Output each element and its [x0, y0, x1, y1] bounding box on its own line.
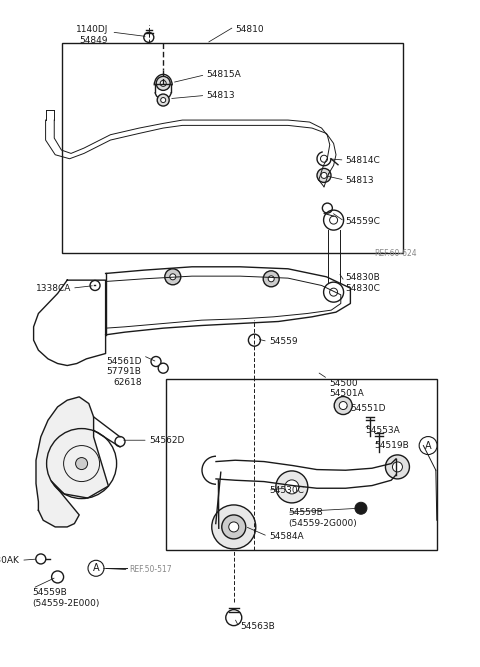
Text: 1338CA: 1338CA	[36, 283, 71, 293]
Bar	[62, 43, 403, 253]
Circle shape	[285, 480, 299, 494]
Circle shape	[249, 334, 260, 346]
Circle shape	[222, 515, 246, 539]
Text: 54815A: 54815A	[206, 70, 241, 79]
Text: 54813: 54813	[346, 175, 374, 185]
Text: 54551D: 54551D	[350, 404, 386, 413]
Polygon shape	[36, 397, 108, 527]
Text: 54553A: 54553A	[365, 426, 399, 435]
Text: 54500
54501A: 54500 54501A	[329, 379, 363, 398]
Text: 54559C: 54559C	[346, 217, 381, 226]
Bar	[166, 379, 437, 550]
Circle shape	[170, 274, 176, 279]
Text: 54519B: 54519B	[374, 441, 409, 450]
Circle shape	[144, 33, 154, 42]
Circle shape	[158, 364, 168, 373]
Text: 54562D: 54562D	[149, 436, 184, 445]
Circle shape	[212, 505, 256, 549]
Text: 54810: 54810	[235, 25, 264, 34]
Text: 54561D
57791B
62618: 54561D 57791B 62618	[106, 357, 142, 387]
Circle shape	[321, 173, 327, 178]
Circle shape	[334, 397, 352, 414]
Text: 54559B
(54559-2E000): 54559B (54559-2E000)	[33, 588, 100, 608]
Circle shape	[229, 522, 239, 532]
Circle shape	[156, 77, 170, 90]
Circle shape	[157, 94, 169, 106]
Circle shape	[160, 81, 166, 86]
Text: 54813: 54813	[206, 91, 235, 100]
Text: A: A	[425, 441, 432, 450]
Text: 1140DJ
54849: 1140DJ 54849	[76, 25, 108, 45]
Circle shape	[339, 402, 347, 410]
Circle shape	[385, 455, 409, 479]
Text: REF.50-517: REF.50-517	[130, 565, 172, 574]
Circle shape	[268, 276, 274, 281]
Text: 54814C: 54814C	[346, 155, 380, 165]
Circle shape	[355, 502, 367, 514]
Circle shape	[393, 462, 402, 472]
Text: 54584A: 54584A	[269, 532, 303, 541]
Text: A: A	[93, 564, 99, 573]
Circle shape	[263, 271, 279, 287]
Text: 54559B
(54559-2G000): 54559B (54559-2G000)	[288, 508, 357, 528]
Circle shape	[317, 169, 331, 182]
Circle shape	[161, 97, 166, 103]
Circle shape	[226, 610, 242, 626]
Text: 54830B
54830C: 54830B 54830C	[346, 273, 381, 293]
Circle shape	[76, 458, 88, 470]
Text: 54530C: 54530C	[269, 486, 304, 495]
Circle shape	[51, 571, 63, 583]
Text: 54559: 54559	[269, 337, 298, 346]
Text: 1430AK: 1430AK	[0, 556, 20, 565]
Circle shape	[115, 437, 125, 446]
Circle shape	[90, 281, 100, 290]
Circle shape	[165, 269, 181, 285]
Circle shape	[276, 471, 308, 503]
Circle shape	[36, 554, 46, 564]
Text: 54563B: 54563B	[240, 622, 275, 632]
Circle shape	[151, 357, 161, 366]
Text: REF.60-624: REF.60-624	[374, 249, 417, 258]
